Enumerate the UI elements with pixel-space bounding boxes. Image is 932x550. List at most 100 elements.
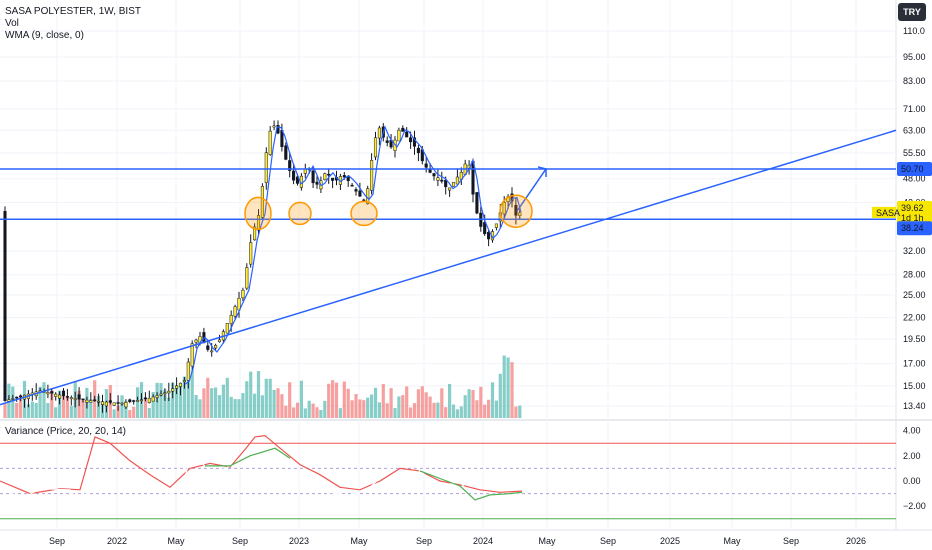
candle-body bbox=[210, 350, 214, 353]
candle-body bbox=[73, 398, 77, 400]
volume-bar bbox=[315, 407, 319, 418]
price-tag-lower-bg bbox=[897, 221, 932, 236]
symbol-tag-bg bbox=[872, 206, 896, 218]
wma-line bbox=[184, 125, 522, 385]
volume-bar bbox=[97, 395, 101, 418]
candle-body bbox=[65, 396, 69, 398]
volume-bar bbox=[373, 387, 378, 418]
variance-line-green bbox=[419, 470, 523, 501]
volume-bar bbox=[350, 400, 354, 418]
candle-body bbox=[295, 176, 300, 184]
candle-body bbox=[451, 181, 456, 187]
price-tag-upper-bg bbox=[897, 161, 932, 176]
volume-bar bbox=[112, 409, 116, 418]
time-tick-label: 2022 bbox=[107, 536, 127, 546]
wma-legend: WMA (9, close, 0) bbox=[5, 30, 84, 41]
candle-body bbox=[502, 201, 506, 215]
volume-bar bbox=[264, 378, 268, 418]
volume-bar bbox=[42, 382, 46, 418]
time-tick-label: Sep bbox=[416, 536, 432, 546]
volume-bar bbox=[311, 403, 315, 418]
candle-body bbox=[385, 140, 389, 143]
volume-bar bbox=[444, 407, 448, 418]
drawings[interactable] bbox=[0, 129, 897, 406]
price-tick-label: 55.50 bbox=[903, 148, 926, 158]
candle-body bbox=[112, 402, 116, 406]
candle-body bbox=[104, 401, 108, 407]
volume-bar bbox=[514, 406, 518, 418]
variance-line-red bbox=[0, 434, 523, 495]
volume-bar bbox=[471, 390, 475, 418]
volume-bar bbox=[342, 381, 346, 418]
candle-body bbox=[11, 398, 15, 400]
variance-tick-label: 0.00 bbox=[903, 476, 921, 486]
volume-bar bbox=[186, 378, 190, 418]
volume-bar bbox=[331, 380, 335, 418]
candle-body bbox=[214, 345, 218, 349]
candle-body bbox=[15, 396, 19, 399]
volume-bar bbox=[420, 386, 424, 418]
volume-bar bbox=[490, 382, 495, 418]
candle-body bbox=[93, 399, 97, 402]
volume-bar bbox=[69, 406, 73, 418]
candle-body bbox=[260, 186, 264, 218]
candle-body bbox=[19, 395, 23, 398]
candle-body bbox=[58, 394, 62, 399]
candle-body bbox=[186, 361, 190, 381]
candle-body bbox=[100, 401, 105, 405]
candle-body bbox=[136, 400, 140, 402]
volume-bar bbox=[276, 388, 280, 418]
volume-bar bbox=[61, 395, 66, 418]
volume-bar bbox=[295, 402, 300, 418]
volume-bar bbox=[202, 388, 206, 418]
candle-body bbox=[81, 398, 85, 401]
candle-body bbox=[167, 390, 171, 394]
volume-bar bbox=[34, 403, 38, 418]
candle-body bbox=[432, 173, 436, 177]
volume-bar bbox=[206, 377, 210, 418]
candle-body bbox=[284, 145, 288, 160]
volume-bar bbox=[451, 404, 456, 418]
volume-bar bbox=[163, 389, 167, 418]
candle-body bbox=[128, 399, 132, 402]
volume-bar bbox=[132, 406, 136, 418]
symbol-tag-text: SASA bbox=[876, 208, 900, 218]
currency-button[interactable]: TRY bbox=[898, 3, 926, 21]
candle-body bbox=[159, 393, 163, 396]
vol-legend: Vol bbox=[5, 18, 19, 29]
price-tick-label: 13.40 bbox=[903, 401, 926, 411]
volume-bar bbox=[436, 402, 440, 418]
time-tick-label: Sep bbox=[49, 536, 65, 546]
volume-bar bbox=[15, 402, 19, 418]
price-tick-label: 32.00 bbox=[903, 246, 926, 256]
volume-bar bbox=[354, 394, 358, 418]
variance-panel: 4.00 2.00 0.00 −2.00 bbox=[0, 426, 926, 520]
candle-body bbox=[292, 170, 296, 181]
candle-body bbox=[143, 397, 147, 400]
volume-bar bbox=[498, 373, 502, 418]
volume-bar bbox=[370, 394, 374, 418]
chart-title: SASA POLYESTER, 1W, BIST bbox=[5, 6, 141, 17]
candle-body bbox=[354, 189, 358, 192]
price-tag-lower-text: 38.24 bbox=[901, 223, 924, 233]
volume-bar bbox=[256, 371, 261, 418]
volume-bar bbox=[151, 391, 155, 418]
candle-body bbox=[475, 192, 479, 214]
volume-bar bbox=[272, 389, 276, 418]
price-tick-label: 19.50 bbox=[903, 334, 926, 344]
candle-body bbox=[69, 397, 73, 400]
variance-legend: Variance (Price, 20, 20, 14) bbox=[5, 426, 126, 437]
volume-bar bbox=[327, 383, 331, 418]
volume-bar bbox=[494, 400, 498, 418]
candle-body bbox=[416, 147, 420, 154]
candle-body bbox=[373, 137, 378, 158]
candle-body bbox=[182, 380, 186, 383]
volume-bar bbox=[288, 382, 292, 418]
price-tick-label: 71.00 bbox=[903, 104, 926, 114]
time-axis[interactable]: Sep 2022 May Sep 2023 May Sep 2024 May Sep 2025 May… bbox=[49, 536, 866, 546]
volume-bar bbox=[178, 383, 183, 418]
price-tag-last-text: 1d 1h bbox=[901, 213, 924, 223]
candle-body bbox=[217, 339, 222, 343]
volume-bar bbox=[448, 383, 452, 418]
